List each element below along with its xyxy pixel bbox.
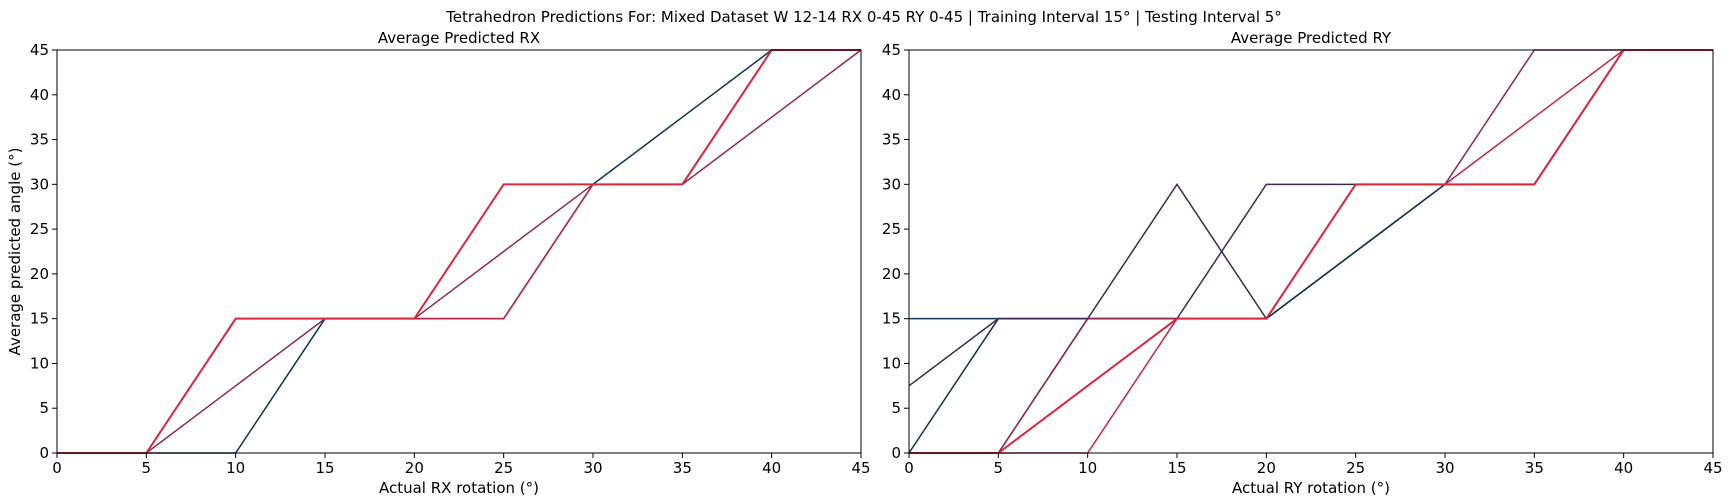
x-tick-label: 30: [1435, 459, 1454, 477]
y-tick-label: 20: [882, 265, 901, 283]
y-tick-label: 40: [30, 86, 49, 104]
chart-title: Average Predicted RY: [1231, 29, 1392, 47]
y-tick-label: 0: [891, 444, 901, 462]
x-tick-label: 0: [52, 459, 62, 477]
plots-container: 0 5 10 15 20 25 30 35 40 45 0 5 10 15 20 25 30 35 40 45 Aver…: [6, 29, 1723, 497]
series-line-1: [57, 49, 862, 454]
y-tick-label: 20: [30, 265, 49, 283]
x-tick-label: 10: [226, 459, 245, 477]
y-tick-label: 15: [882, 310, 901, 328]
series-line-6: [909, 49, 1713, 454]
axes-frame: [908, 49, 1714, 454]
x-tick-label: 45: [1703, 459, 1722, 477]
x-tick-label: 10: [1078, 459, 1097, 477]
x-tick-label: 45: [851, 459, 870, 477]
x-tick-label: 15: [1167, 459, 1186, 477]
x-tick-label: 30: [583, 459, 602, 477]
x-axis-label: Actual RX rotation (°): [379, 479, 539, 497]
y-tick-label: 45: [882, 41, 901, 59]
x-tick-label: 15: [315, 459, 334, 477]
y-tick-label: 10: [882, 354, 901, 372]
y-tick-label: 30: [882, 175, 901, 193]
y-tick-label: 30: [30, 175, 49, 193]
x-tick-label: 40: [762, 459, 781, 477]
x-tick-label: 20: [1257, 459, 1276, 477]
x-tick-label: 25: [1346, 459, 1365, 477]
chart-title: Average Predicted RX: [378, 29, 540, 47]
y-axis-label: Average predicted angle (°): [6, 148, 24, 356]
x-tick-label: 5: [994, 459, 1004, 477]
x-tick-label: 20: [405, 459, 424, 477]
x-tick-label: 5: [142, 459, 152, 477]
y-tick-label: 5: [891, 399, 901, 417]
y-tick-label: 10: [30, 354, 49, 372]
chart-panel-1: 0 5 10 15 20 25 30 35 40 45 0 5 10 15 20 25 30 35 40 45 Aver…: [882, 29, 1723, 497]
y-tick-label: 15: [30, 310, 49, 328]
y-tick-label: 35: [882, 131, 901, 149]
axes-frame: [56, 49, 862, 454]
y-tick-label: 5: [39, 399, 49, 417]
x-axis-label: Actual RY rotation (°): [1232, 479, 1390, 497]
y-tick-label: 35: [30, 131, 49, 149]
figure-suptitle: Tetrahedron Predictions For: Mixed Datas…: [445, 8, 1282, 26]
y-tick-label: 25: [30, 220, 49, 238]
x-tick-label: 35: [1525, 459, 1544, 477]
x-tick-label: 35: [673, 459, 692, 477]
y-tick-label: 25: [882, 220, 901, 238]
y-tick-label: 40: [882, 86, 901, 104]
x-tick-label: 40: [1614, 459, 1633, 477]
x-tick-label: 0: [904, 459, 914, 477]
y-tick-label: 45: [30, 41, 49, 59]
x-tick-label: 25: [494, 459, 513, 477]
chart-panel-0: 0 5 10 15 20 25 30 35 40 45 0 5 10 15 20 25 30 35 40 45 Aver…: [6, 29, 871, 497]
series-line-3: [57, 49, 861, 454]
y-tick-label: 0: [39, 444, 49, 462]
